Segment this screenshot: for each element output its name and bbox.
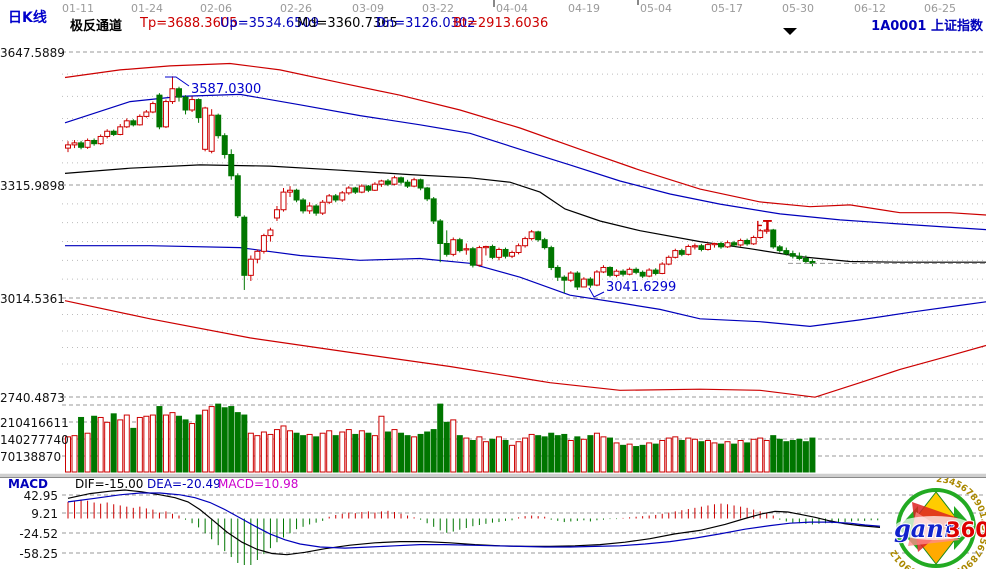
channel-line-dn bbox=[65, 245, 986, 328]
channel-line-tp bbox=[64, 62, 986, 216]
panel-splitter[interactable] bbox=[0, 473, 986, 478]
channel-line-bt bbox=[64, 300, 986, 398]
svg-text:360: 360 bbox=[946, 518, 986, 542]
top-tick bbox=[637, 0, 639, 5]
channel-line-up bbox=[64, 93, 986, 231]
volume-series bbox=[65, 403, 816, 473]
down-arrow-marker[interactable] bbox=[783, 28, 797, 35]
channel-line-md bbox=[64, 164, 986, 263]
t-marker: ⊦T bbox=[756, 219, 772, 234]
svg-text:gann: gann bbox=[894, 514, 961, 543]
gann360-logo: 2345678901234567890123456789012gann360 bbox=[889, 475, 986, 569]
top-tick bbox=[493, 0, 495, 7]
annotation-pointer bbox=[588, 287, 605, 298]
annotation-pointer bbox=[165, 76, 190, 87]
candlestick-series bbox=[65, 76, 816, 293]
macd-series bbox=[67, 489, 881, 565]
